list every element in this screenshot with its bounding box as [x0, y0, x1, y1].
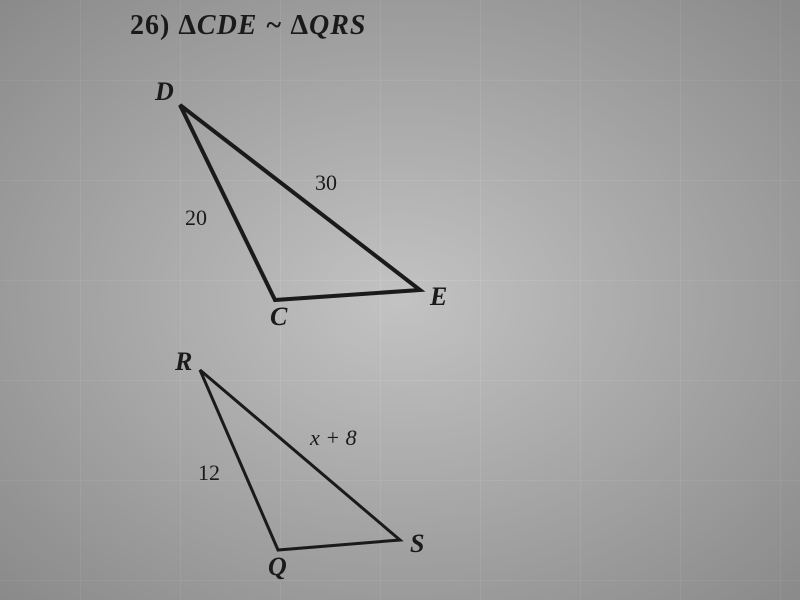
vertex-e: E [429, 282, 447, 311]
triangle-qrs [200, 370, 400, 550]
triangle-cde [180, 105, 420, 300]
side-rs-label: x + 8 [309, 425, 357, 450]
vertex-q: Q [268, 552, 287, 581]
vertex-d: D [154, 77, 174, 106]
side-dc-label: 20 [185, 205, 207, 230]
side-de-label: 30 [315, 170, 337, 195]
side-rq-label: 12 [198, 460, 220, 485]
vertex-c: C [270, 302, 288, 331]
vertex-s: S [410, 529, 424, 558]
geometry-canvas: D C E 20 30 R Q S 12 x + 8 [0, 0, 800, 600]
vertex-r: R [174, 347, 192, 376]
